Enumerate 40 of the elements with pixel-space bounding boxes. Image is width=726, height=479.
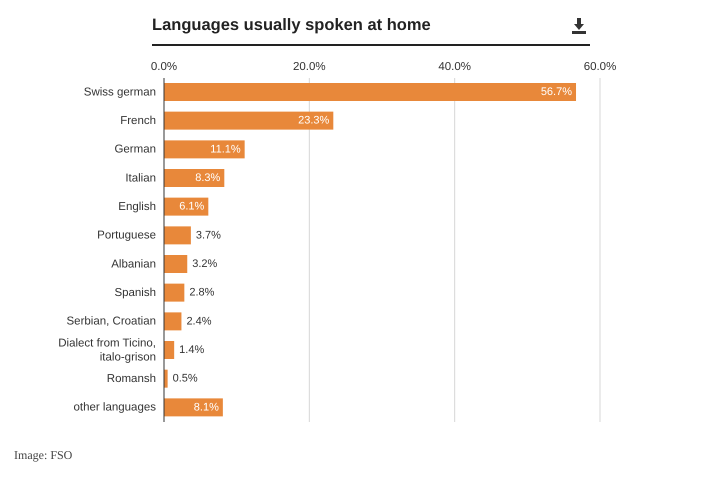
bar (164, 341, 174, 359)
bar (164, 112, 334, 130)
x-tick-label: 40.0% (438, 61, 471, 73)
bar (164, 226, 191, 244)
y-tick-label: French (120, 115, 156, 127)
x-tick-label: 20.0% (293, 61, 326, 73)
y-tick-label: German (114, 144, 156, 156)
data-label: 2.8% (189, 286, 215, 299)
data-label: 23.3% (298, 114, 330, 127)
bar (164, 284, 184, 302)
bar (164, 140, 245, 158)
data-label: 0.5% (172, 372, 198, 385)
bar (164, 312, 182, 330)
data-label: 56.7% (540, 86, 572, 98)
y-tick-label: Dialect from Ticino, italo-grison (58, 337, 156, 364)
text: Image: FSO (14, 448, 72, 463)
data-label: 3.2% (192, 258, 218, 270)
y-tick-label: Italian (125, 172, 156, 184)
y-tick-label: other languages (74, 402, 156, 414)
chart-title: Languages usually spoken at home (152, 15, 432, 36)
data-label: 11.1% (210, 143, 241, 156)
data-label: 1.4% (179, 344, 204, 356)
data-label: 2.4% (186, 315, 212, 328)
bar (164, 83, 576, 101)
x-tick-label: 0.0% (150, 61, 178, 73)
data-label: 8.3% (195, 172, 221, 184)
data-label: 8.1% (194, 401, 220, 414)
bar (164, 398, 223, 416)
y-tick-label: Albanian (111, 258, 156, 270)
y-tick-label: Swiss german (84, 86, 156, 98)
y-tick-label: English (118, 201, 156, 213)
y-tick-label: Serbian, Croatian (66, 316, 156, 328)
data-label: 3.7% (196, 229, 222, 242)
y-tick-label: Portuguese (97, 230, 156, 242)
y-tick-label: Romansh (106, 373, 156, 385)
x-tick-label: 60.0% (584, 61, 616, 73)
bar (164, 255, 188, 273)
y-tick-label: Spanish (114, 287, 156, 299)
data-label: 6.1% (179, 200, 205, 213)
bar (164, 169, 224, 187)
